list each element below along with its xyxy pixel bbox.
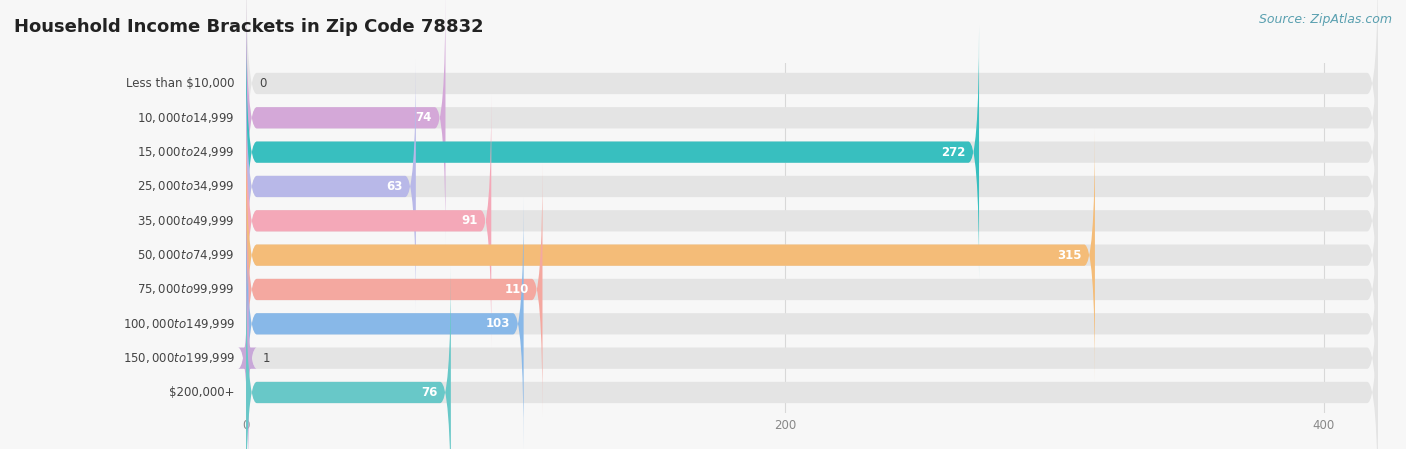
Text: $35,000 to $49,999: $35,000 to $49,999 (138, 214, 235, 228)
FancyBboxPatch shape (246, 26, 979, 279)
Text: $10,000 to $14,999: $10,000 to $14,999 (138, 111, 235, 125)
Text: $25,000 to $34,999: $25,000 to $34,999 (138, 180, 235, 194)
FancyBboxPatch shape (246, 163, 1378, 416)
FancyBboxPatch shape (246, 266, 451, 449)
FancyBboxPatch shape (246, 128, 1378, 382)
FancyBboxPatch shape (246, 94, 1378, 348)
Text: $50,000 to $74,999: $50,000 to $74,999 (138, 248, 235, 262)
Text: 315: 315 (1057, 249, 1081, 262)
FancyBboxPatch shape (238, 231, 257, 449)
Text: $100,000 to $149,999: $100,000 to $149,999 (122, 317, 235, 331)
Text: $200,000+: $200,000+ (170, 386, 235, 399)
Text: 103: 103 (485, 317, 510, 330)
FancyBboxPatch shape (246, 231, 1378, 449)
Text: 0: 0 (260, 77, 267, 90)
Text: 76: 76 (420, 386, 437, 399)
Text: 1: 1 (262, 352, 270, 365)
FancyBboxPatch shape (246, 60, 416, 313)
FancyBboxPatch shape (246, 60, 1378, 313)
Text: 272: 272 (941, 145, 966, 158)
FancyBboxPatch shape (246, 266, 1378, 449)
Text: Less than $10,000: Less than $10,000 (127, 77, 235, 90)
FancyBboxPatch shape (246, 0, 446, 245)
Text: $150,000 to $199,999: $150,000 to $199,999 (122, 351, 235, 365)
FancyBboxPatch shape (246, 163, 543, 416)
FancyBboxPatch shape (246, 26, 1378, 279)
FancyBboxPatch shape (246, 197, 1378, 449)
Text: 91: 91 (461, 214, 478, 227)
Text: $75,000 to $99,999: $75,000 to $99,999 (138, 282, 235, 296)
Text: 63: 63 (387, 180, 402, 193)
Text: 110: 110 (505, 283, 529, 296)
FancyBboxPatch shape (246, 128, 1095, 382)
Text: Source: ZipAtlas.com: Source: ZipAtlas.com (1258, 13, 1392, 26)
FancyBboxPatch shape (246, 0, 1378, 245)
Text: Household Income Brackets in Zip Code 78832: Household Income Brackets in Zip Code 78… (14, 18, 484, 36)
Text: $15,000 to $24,999: $15,000 to $24,999 (138, 145, 235, 159)
FancyBboxPatch shape (246, 94, 491, 348)
FancyBboxPatch shape (246, 197, 523, 449)
FancyBboxPatch shape (246, 0, 1378, 210)
Text: 74: 74 (416, 111, 432, 124)
